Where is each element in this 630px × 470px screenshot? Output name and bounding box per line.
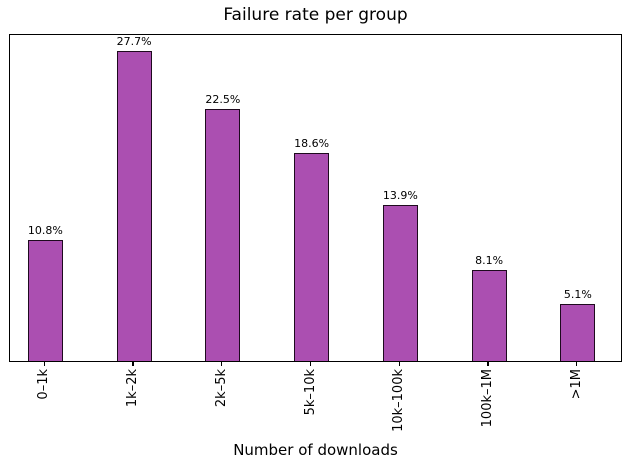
x-axis-tick (576, 362, 578, 366)
x-tick-label: 0–1k (36, 369, 52, 404)
bar-10k–100k (382, 205, 418, 361)
x-tick-label: 5k–10k (302, 369, 318, 420)
bar-value-label: 5.1% (563, 287, 592, 301)
x-tick-label: >1M (568, 369, 584, 404)
bar-value-label: 10.8% (27, 224, 63, 238)
x-tick-label: 1k–2k (124, 369, 140, 411)
bar-100k–1M (471, 270, 507, 361)
x-axis-tick (487, 362, 489, 366)
x-tick-label-text: 2k–5k (213, 369, 229, 408)
x-tick-label-text: 1k–2k (124, 369, 140, 408)
x-axis-tick (309, 362, 312, 366)
x-tick-label-text: >1M (568, 369, 584, 400)
plot-area: 10.8% 27.7% 22.5% 18.6% 13.9% 8.1% 5.1% (9, 34, 622, 362)
chart-title: Failure rate per group (223, 5, 408, 25)
x-axis-tick (221, 362, 223, 366)
x-axis-label: Number of downloads (233, 441, 398, 459)
x-tick-label-text: 100k–1M (479, 369, 495, 428)
bar-0–1k (27, 240, 63, 361)
x-tick-label: 100k–1M (479, 369, 495, 432)
bar-2k–5k (205, 109, 241, 361)
bar-value-label: 22.5% (205, 93, 241, 107)
bar-value-label: 8.1% (475, 254, 504, 268)
bar-value-label: 27.7% (116, 34, 152, 48)
bar-value-label: 13.9% (382, 189, 418, 203)
x-axis-tick (398, 362, 400, 366)
bar-5k–10k (294, 152, 330, 361)
x-tick-label-text: 10k–100k (391, 369, 407, 432)
bar-1k–2k (116, 50, 152, 361)
x-axis-tick (43, 362, 45, 366)
bar->1M (560, 303, 596, 361)
x-tick-label: 10k–100k (391, 369, 407, 436)
x-tick-label: 2k–5k (213, 369, 229, 411)
bar-value-label: 18.6% (294, 136, 330, 150)
x-tick-label-text: 5k–10k (302, 369, 318, 416)
x-axis-tick (132, 362, 134, 366)
x-tick-label-text: 0–1k (36, 369, 52, 400)
